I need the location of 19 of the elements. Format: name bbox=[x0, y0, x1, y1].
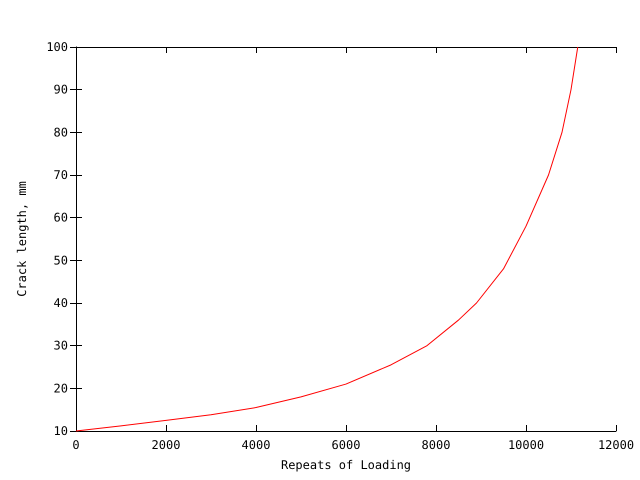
y-tick-label: 20 bbox=[54, 381, 68, 396]
y-tick-label: 80 bbox=[54, 125, 68, 140]
y-tick-label: 70 bbox=[54, 168, 68, 182]
y-axis-title: Crack length, mm bbox=[15, 181, 29, 297]
x-tick-label: 0 bbox=[72, 438, 80, 452]
x-axis-title: Repeats of Loading bbox=[280, 458, 412, 472]
y-tick-label: 30 bbox=[54, 338, 68, 353]
y-tick-label: 40 bbox=[54, 296, 68, 310]
x-tick-label: 12000 bbox=[598, 438, 634, 452]
x-tick-label: 6000 bbox=[332, 438, 360, 452]
y-tick-label: 10 bbox=[54, 424, 68, 438]
x-tick-label: 4000 bbox=[242, 438, 270, 452]
x-tick-label: 10000 bbox=[508, 438, 544, 452]
x-tick-label: 2000 bbox=[152, 438, 180, 452]
y-tick-label: 60 bbox=[54, 210, 68, 225]
x-tick-label: 8000 bbox=[422, 438, 450, 452]
y-tick-label: 90 bbox=[54, 82, 68, 97]
y-tick-label: 100 bbox=[46, 40, 68, 54]
y-tick-label: 50 bbox=[54, 253, 68, 268]
